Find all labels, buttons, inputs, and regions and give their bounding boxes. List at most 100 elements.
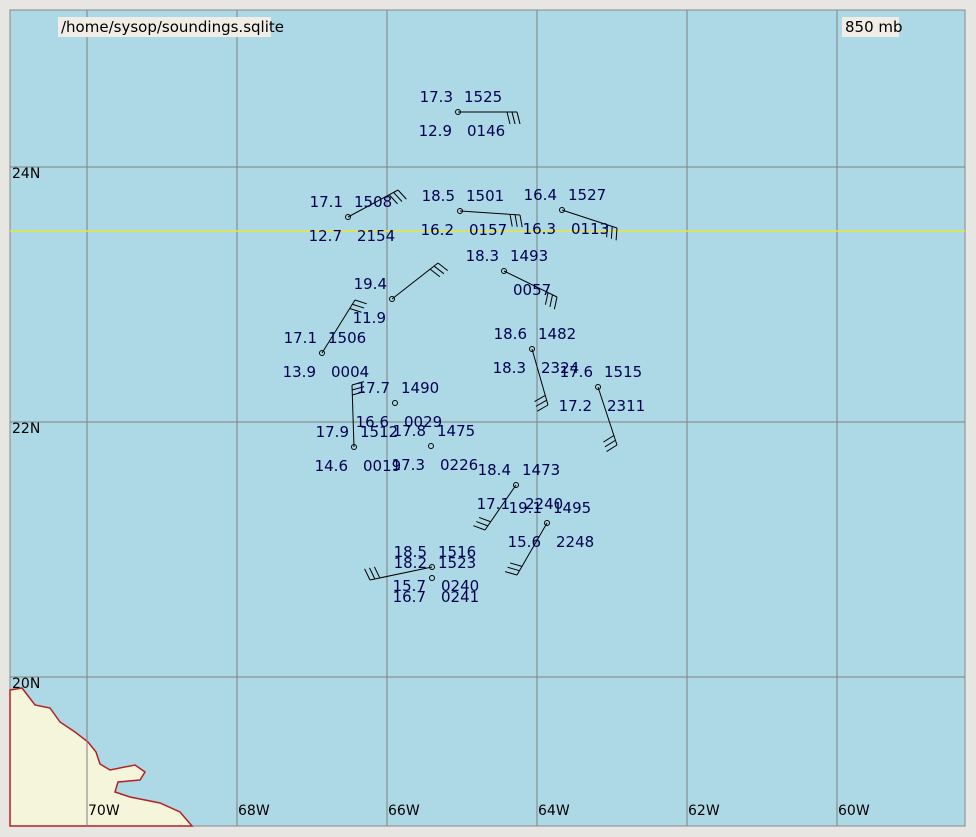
wind-barb xyxy=(351,381,365,386)
level-box xyxy=(842,17,899,37)
wind-barb xyxy=(615,227,618,241)
station-dewpoint: 16.6 xyxy=(356,413,389,431)
wind-barb xyxy=(516,111,521,125)
station-dewpoint: 12.7 xyxy=(309,227,342,245)
station-time: 2248 xyxy=(556,533,594,551)
station-time: 0029 xyxy=(404,413,442,431)
wind-barb xyxy=(473,525,486,531)
station-height: 1527 xyxy=(568,186,606,204)
wind-barb xyxy=(519,214,523,228)
wind-staff xyxy=(516,522,548,576)
station-dewpoint: 17.3 xyxy=(392,456,425,474)
wind-barb xyxy=(349,308,362,313)
station-temperature: 17.1 xyxy=(284,329,317,347)
station-temperature: 17.9 xyxy=(316,423,349,441)
wind-barb xyxy=(514,214,518,227)
station-time: 2240 xyxy=(525,495,563,513)
station-height: 1490 xyxy=(401,379,439,397)
wind-staff xyxy=(351,384,355,448)
station-height: 1506 xyxy=(328,329,366,347)
station xyxy=(457,208,463,214)
wind-barb xyxy=(549,294,553,307)
latitude-label: 24N xyxy=(12,166,40,182)
station-time: 0146 xyxy=(467,122,505,140)
wind-staff xyxy=(484,484,517,531)
station-temperature: 18.4 xyxy=(478,461,511,479)
station xyxy=(559,207,565,213)
wind-barb xyxy=(369,567,376,580)
wind-barb xyxy=(352,386,365,391)
station-time: 0240 xyxy=(441,577,479,595)
station-dewpoint: 14.6 xyxy=(315,457,348,475)
wind-barb xyxy=(478,516,491,523)
station-height: 1493 xyxy=(510,247,548,265)
station-temperature: 17.6 xyxy=(560,363,593,381)
longitude-label: 60W xyxy=(838,803,870,819)
station-dewpoint: 18.3 xyxy=(493,359,526,377)
source-box xyxy=(58,17,271,37)
station-time: 0157 xyxy=(469,221,507,239)
wind-barb xyxy=(534,394,546,402)
station-time: 0226 xyxy=(440,456,478,474)
wind-barb xyxy=(437,262,449,271)
longitude-label: 64W xyxy=(538,803,570,819)
wind-barb xyxy=(429,268,441,278)
wind-barb xyxy=(507,566,520,572)
station-temperature: 18.5 xyxy=(394,543,427,561)
station-dewpoint: 16.2 xyxy=(421,221,454,239)
wind-barb xyxy=(537,404,549,412)
station-time: 0019 xyxy=(363,457,401,475)
wind-barb xyxy=(388,194,398,205)
wind-barb xyxy=(433,265,445,275)
station-dewpoint: 11.9 xyxy=(353,309,386,327)
land xyxy=(9,687,194,827)
station-height: 1516 xyxy=(438,543,476,561)
longitude-label: 70W xyxy=(88,803,120,819)
station-temperature: 17.8 xyxy=(393,422,426,440)
station xyxy=(351,444,357,450)
wind-staff xyxy=(321,299,356,354)
station-temperature: 18.6 xyxy=(494,325,527,343)
ocean xyxy=(9,9,966,827)
station xyxy=(429,575,435,581)
station-height: 1512 xyxy=(360,423,398,441)
wind-barb xyxy=(504,571,518,576)
station-height: 1475 xyxy=(437,422,475,440)
station xyxy=(529,346,535,352)
wind-barb xyxy=(397,189,407,200)
wind-barb xyxy=(352,303,365,309)
latitude-label: 20N xyxy=(12,676,40,692)
station-time: 0057 xyxy=(513,281,551,299)
station-dewpoint: 12.9 xyxy=(419,122,452,140)
station-dewpoint: 17.1 xyxy=(477,495,510,513)
station xyxy=(319,350,325,356)
wind-staff xyxy=(597,386,618,446)
wind-barb xyxy=(535,399,547,407)
wind-barb xyxy=(604,439,616,448)
wind-barb xyxy=(509,562,523,567)
station-temperature: 18.3 xyxy=(466,247,499,265)
station-temperature: 19.4 xyxy=(354,275,387,293)
station-dewpoint: 15.6 xyxy=(508,533,541,551)
wind-barb xyxy=(354,299,367,305)
station-temperature: 17.7 xyxy=(357,379,390,397)
wind-barb xyxy=(606,224,608,238)
wind-staff xyxy=(347,189,399,218)
latitude-label: 22N xyxy=(12,421,40,437)
station-temperature: 16.4 xyxy=(524,186,557,204)
station-time: 0241 xyxy=(441,588,479,606)
wind-barb xyxy=(610,226,613,239)
station xyxy=(501,268,507,274)
wind-barb xyxy=(553,296,558,310)
station-height: 1473 xyxy=(522,461,560,479)
station-time: 2154 xyxy=(357,227,395,245)
station-temperature: 18.5 xyxy=(422,187,455,205)
station-temperature: 17.1 xyxy=(310,193,343,211)
wind-barb xyxy=(606,444,618,453)
wind-barb xyxy=(544,292,549,305)
station-dewpoint: 16.3 xyxy=(523,220,556,238)
station-height: 1495 xyxy=(553,499,591,517)
station xyxy=(428,443,434,449)
station xyxy=(429,564,435,570)
